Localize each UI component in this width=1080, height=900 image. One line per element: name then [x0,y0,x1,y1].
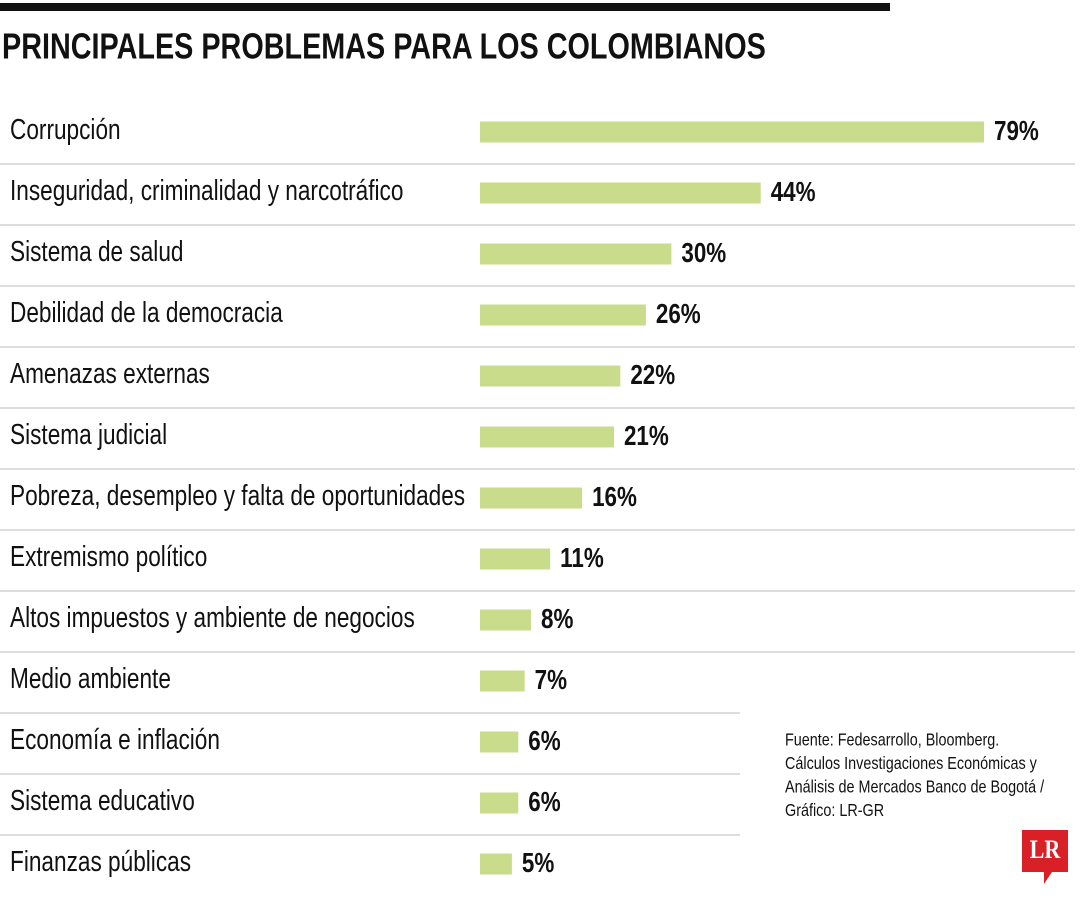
category-label: Extremismo político [10,539,207,572]
value-label: 6% [528,726,560,757]
value-label: 26% [656,299,701,330]
category-label: Sistema judicial [10,417,167,450]
chart-title: PRINCIPALES PROBLEMAS PARA LOS COLOMBIAN… [2,25,766,66]
source-note: Análisis de Mercados Banco de Bogotá / [785,777,1044,797]
bar [480,731,519,753]
bar [480,853,512,875]
bar [480,792,519,814]
value-label: 11% [560,543,604,574]
category-label: Economía e inflación [10,722,220,755]
value-label: 30% [681,238,726,269]
category-label: Finanzas públicas [10,844,191,877]
value-label: 79% [994,116,1039,147]
source-note: Cálculos Investigaciones Económicas y [785,754,1038,774]
value-label: 6% [528,787,560,818]
category-label: Amenazas externas [10,356,210,389]
category-label: Medio ambiente [10,661,171,694]
bar [480,304,646,326]
source-note: Gráfico: LR-GR [785,801,884,821]
top-rule [0,3,890,11]
category-label: Pobreza, desempleo y falta de oportunida… [10,478,465,511]
category-label: Corrupción [10,112,121,145]
logo-text: LR [1030,836,1061,864]
category-label: Sistema de salud [10,234,183,267]
logo-box [1022,830,1068,872]
category-label: Inseguridad, criminalidad y narcotráfico [10,173,403,206]
value-label: 8% [541,604,573,635]
logo-tail [1044,872,1052,884]
value-label: 5% [522,848,554,879]
category-label: Sistema educativo [10,783,195,816]
source-note: Fuente: Fedesarrollo, Bloomberg. [785,730,999,750]
value-label: 21% [624,421,669,452]
value-label: 7% [535,665,567,696]
bar [480,243,672,265]
bar [480,365,621,387]
category-label: Debilidad de la democracia [10,295,283,328]
value-label: 22% [630,360,675,391]
bar [480,182,761,204]
bar [480,548,551,570]
bar [480,670,525,692]
bar [480,426,614,448]
value-label: 44% [771,177,816,208]
bar [480,609,532,631]
category-label: Altos impuestos y ambiente de negocios [10,600,415,633]
bar [480,121,984,143]
bar [480,487,583,509]
value-label: 16% [592,482,637,513]
